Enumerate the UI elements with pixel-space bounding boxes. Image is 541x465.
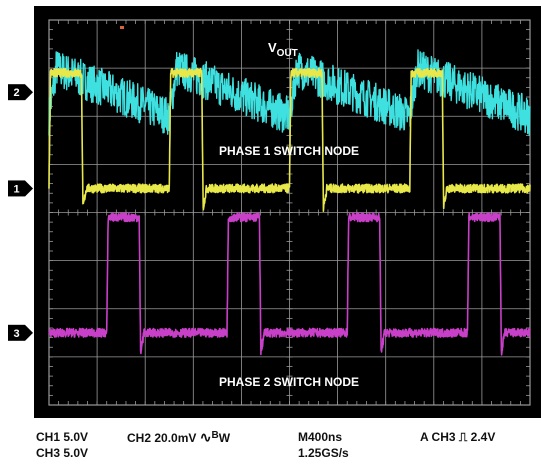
channel-marker-2: 2 [8,84,33,101]
channel-markers: 2 1 3 [8,26,124,341]
channel-marker-3: 3 [8,324,33,341]
timebase: M400ns [298,430,343,444]
channel-marker-box [8,324,25,341]
trace-ch3 [48,212,531,356]
oscilloscope-screen: 2 1 3 VOUT PHASE 1 SWITCH NODE PHASE 2 SWI… [8,6,541,418]
channel-marker-box [8,84,25,101]
bandwidth-limit-b: B [211,430,219,441]
sample-rate: 1.25GS/s [298,446,349,460]
ch2-scale: CH2 20.0mV ∿BW [127,430,230,447]
channel-marker-1: 1 [8,180,33,197]
trigger-setting: A CH3 ⎍ 2.4V [420,430,495,444]
bandwidth-limit-icon: ∿ [199,429,212,445]
channel-marker-label: 2 [13,87,19,99]
vout-annotation: VOUT [268,40,298,59]
vout-annotation-sub: OUT [277,48,298,59]
ch2-scale-label: CH2 20.0mV [127,431,197,445]
trigger-rising-edge-icon: ⎍ [458,430,468,444]
trace-ch1 [48,67,531,212]
vout-annotation-main: V [268,40,277,55]
channel-marker-arrow [25,180,33,197]
channel-marker-arrow [25,84,33,101]
bandwidth-limit-w: W [218,431,231,445]
phase1-annotation: PHASE 1 SWITCH NODE [219,144,359,158]
channel-marker-box [8,180,25,197]
trigger-source: A CH3 [420,430,456,444]
trace-ch2 [48,49,531,136]
channel-marker-label: 3 [13,328,19,340]
trigger-level: 2.4V [470,430,496,444]
channel-marker-label: 1 [13,183,19,195]
ch3-scale: CH3 5.0V [36,446,89,460]
ch1-scale: CH1 5.0V [36,430,89,444]
phase2-annotation: PHASE 2 SWITCH NODE [219,375,359,389]
traces [48,49,531,356]
channel-marker-arrow [25,324,33,341]
trigger-position-marker [120,26,124,29]
